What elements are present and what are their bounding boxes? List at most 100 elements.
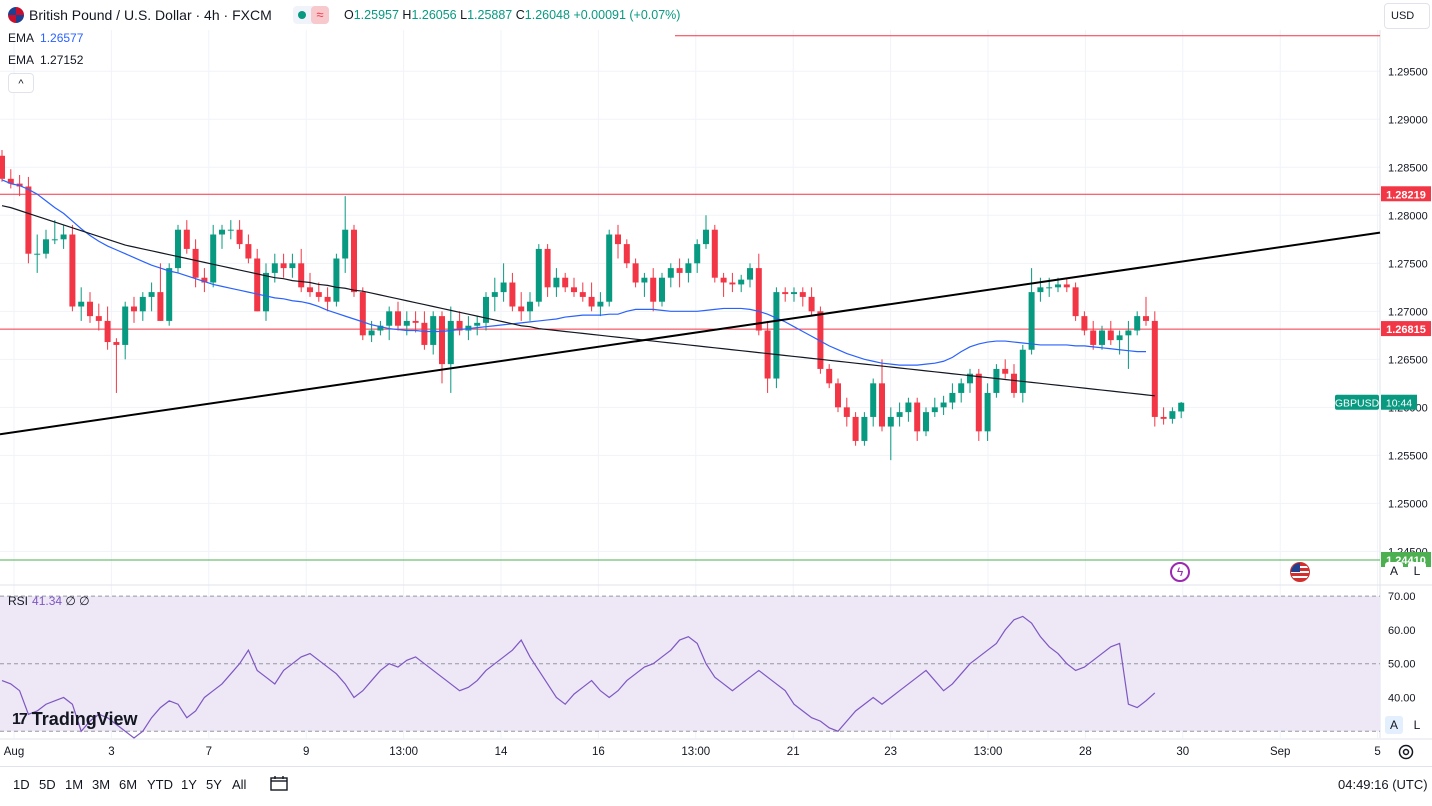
ohlc-low: 1.25887 <box>467 8 513 22</box>
indicator-ema-fast[interactable]: EMA 1.26577 <box>8 31 83 45</box>
candle-body-down <box>782 292 789 295</box>
candle-body-down <box>87 301 93 317</box>
candle-body-down <box>518 306 525 312</box>
resistance-level-label: 1.28219 <box>1386 189 1426 201</box>
resistance-level-tag <box>1381 321 1431 337</box>
candle-body-up <box>227 229 234 231</box>
candle-body-up <box>993 368 1000 393</box>
rsi-tick-label: 40.00 <box>1388 692 1416 704</box>
range-all-button[interactable]: All <box>232 777 247 792</box>
range-1y-button[interactable]: 1Y <box>181 777 197 792</box>
time-tick-label: 21 <box>787 746 800 758</box>
last-price-countdown-tag <box>1381 394 1417 410</box>
candle-body-up <box>553 277 560 288</box>
range-ytd-button[interactable]: YTD <box>147 777 173 792</box>
time-tick-label: Aug <box>4 746 24 758</box>
candle-body-up <box>43 239 49 254</box>
chevron-up-icon: ^ <box>18 78 24 90</box>
price-tick-label: 1.26500 <box>1388 354 1428 366</box>
candle-body-down <box>157 292 164 321</box>
candle-body-up <box>1169 411 1176 419</box>
rsi-legend[interactable]: RSI 41.34 ∅ ∅ <box>8 594 90 608</box>
settings-gear-icon[interactable] <box>1397 743 1415 761</box>
candle-body-down <box>975 373 982 432</box>
us-flag-event-icon[interactable] <box>1290 562 1310 582</box>
candle-body-down <box>843 407 850 417</box>
candle-body-up <box>597 301 604 307</box>
candle-body-down <box>650 277 657 302</box>
price-tick-label: 1.25500 <box>1388 450 1428 462</box>
range-1m-button[interactable]: 1M <box>65 777 84 792</box>
candle-body-up <box>694 244 701 264</box>
symbol-title[interactable]: British Pound / U.S. Dollar · 4h · FXCM <box>29 7 272 23</box>
candle-body-up <box>34 253 41 255</box>
candle-body-down <box>95 316 102 321</box>
time-tick-label: 13:00 <box>389 746 418 758</box>
auto-scale-button[interactable]: A <box>1385 562 1403 580</box>
candle-body-up <box>887 416 894 427</box>
range-5y-button[interactable]: 5Y <box>206 777 222 792</box>
date-range-calendar-icon[interactable] <box>270 775 288 791</box>
candle-body-down <box>755 268 762 331</box>
candle-body-down <box>69 234 76 307</box>
market-status[interactable]: ≈ <box>293 6 329 24</box>
candle-body-up <box>870 383 877 417</box>
candle-body-up <box>905 402 912 413</box>
candle-body-down <box>1151 320 1158 417</box>
candle-body-down <box>764 330 771 379</box>
candle-body-up <box>263 272 269 312</box>
candle-body-up <box>1178 402 1185 412</box>
indicator-value: 1.26577 <box>40 31 84 45</box>
currency-pair-flag-icon <box>8 7 24 23</box>
ohlc-change: +0.00091 (+0.07%) <box>573 8 681 22</box>
candle-body-down <box>245 244 252 259</box>
candle-body-up <box>386 311 393 326</box>
last-price-symbol: GBPUSD <box>1335 398 1380 410</box>
candle-body-down <box>544 248 551 288</box>
candle-body-down <box>1090 330 1097 345</box>
candle-body-down <box>632 263 639 283</box>
candle-body-up <box>773 292 780 379</box>
resistance-level-tag <box>1381 186 1431 202</box>
chart-canvas[interactable]: 70.00 60.00 50.00 40.00 1.29500 1.29000 1.2850… <box>0 0 1432 766</box>
candle-body-down <box>298 263 305 288</box>
candle-body-up <box>219 229 225 235</box>
candle-body-down <box>623 244 630 264</box>
utc-clock[interactable]: 04:49:16 (UTC) <box>1338 777 1428 792</box>
candle-body-down <box>1072 287 1079 317</box>
collapse-indicators-button[interactable]: ^ <box>8 73 34 93</box>
candle-body-up <box>474 322 481 326</box>
lightning-event-icon[interactable]: ϟ <box>1170 562 1190 582</box>
candle-body-up <box>1028 292 1035 350</box>
trendline <box>0 231 1381 436</box>
candle-body-up <box>931 407 938 413</box>
logo-text: TradingView <box>31 709 138 729</box>
candle-body-up <box>923 412 929 432</box>
range-5d-button[interactable]: 5D <box>39 777 56 792</box>
candle-body-down <box>315 292 322 297</box>
candle-body-up <box>1019 349 1026 393</box>
currency-selector[interactable]: USD <box>1384 3 1430 29</box>
candle-body-up <box>139 296 146 312</box>
range-1d-button[interactable]: 1D <box>13 777 30 792</box>
candle-body-down <box>0 155 5 179</box>
indicator-name: EMA <box>8 31 35 45</box>
price-tick-label: 1.28500 <box>1388 162 1428 174</box>
indicator-ema-slow[interactable]: EMA 1.27152 <box>8 53 83 67</box>
candle-body-up <box>1125 330 1132 336</box>
rsi-log-scale-button[interactable]: L <box>1408 716 1426 734</box>
candle-body-down <box>421 322 428 345</box>
last-price-countdown: 10:44 <box>1386 398 1412 410</box>
resistance-level-label: 1.26815 <box>1386 324 1426 336</box>
ema-fast-line <box>1 179 1146 366</box>
range-6m-button[interactable]: 6M <box>119 777 138 792</box>
price-tick-label: 1.25000 <box>1388 498 1428 510</box>
candle-body-down <box>359 292 366 336</box>
rsi-tick-label: 50.00 <box>1388 659 1416 671</box>
range-3m-button[interactable]: 3M <box>92 777 111 792</box>
log-scale-button[interactable]: L <box>1408 562 1426 580</box>
candle-body-down <box>439 316 445 365</box>
candle-body-up <box>333 258 340 302</box>
rsi-auto-scale-button[interactable]: A <box>1385 716 1403 734</box>
candle-body-down <box>254 258 261 312</box>
